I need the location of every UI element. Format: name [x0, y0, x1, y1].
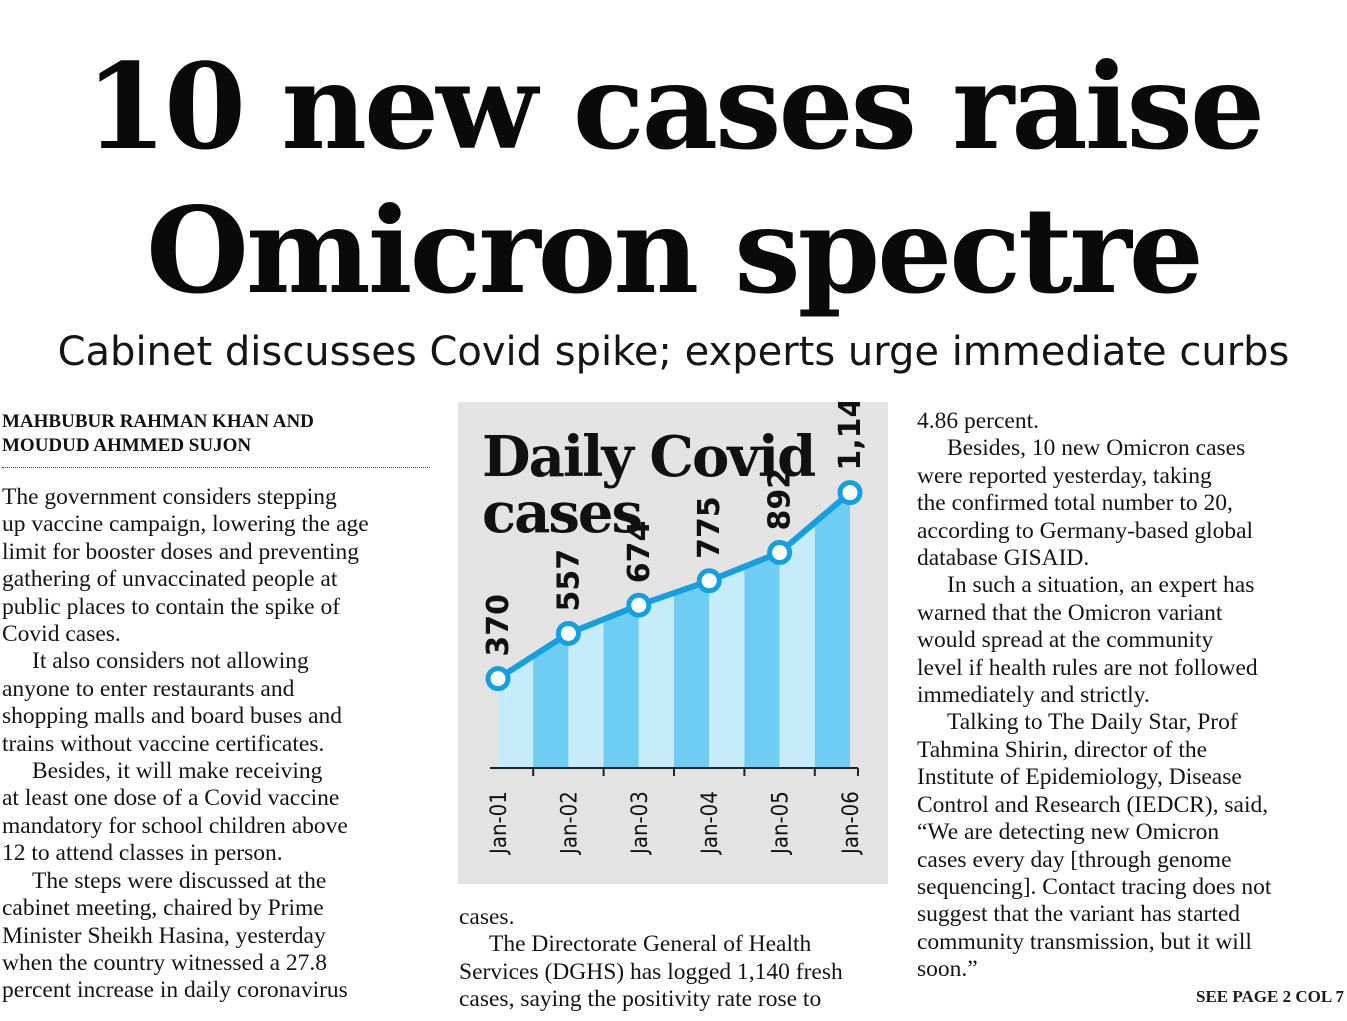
article-line: at least one dose of a Covid vaccine — [2, 785, 340, 812]
article-line: trains without vaccine certificates. — [2, 730, 325, 757]
article-line: “We are detecting new Omicron — [917, 819, 1220, 846]
headline-line-2: Omicron spectre — [146, 181, 1204, 320]
article-line: shopping malls and board buses and — [2, 703, 343, 730]
area-stripe — [744, 552, 780, 768]
article-line: mandatory for school children above — [2, 812, 348, 839]
data-label-Jan-05: 892 — [763, 468, 798, 531]
data-label-Jan-06: 1,140 — [833, 402, 868, 471]
article-line: the confirmed total number to 20, — [917, 490, 1233, 517]
data-point-Jan-02 — [555, 620, 581, 646]
area-stripe — [709, 566, 745, 768]
article-line: cases every day [through genome — [917, 846, 1232, 873]
article-line: according to Germany-based global — [917, 517, 1254, 544]
article-line: It also considers not allowing — [32, 648, 309, 675]
data-point-Jan-05 — [767, 540, 793, 566]
chart-title-line-1: Daily Covid — [482, 424, 815, 490]
chart-title-line-2: cases — [482, 480, 642, 546]
data-label-Jan-04: 775 — [692, 496, 727, 559]
article-line: cases, saying the positivity rate rose t… — [459, 986, 822, 1013]
chart-canvas: Daily Covid cases 370 557 674 775 892 1,140 Ja… — [481, 376, 868, 856]
article-line: suggest that the variant has started — [917, 901, 1241, 928]
data-label-Jan-01: 370 — [481, 594, 516, 657]
article-line: when the country witnessed a 27.8 — [2, 949, 328, 976]
article-line: Control and Research (IEDCR), said, — [917, 791, 1269, 818]
subheadline: Cabinet discusses Covid spike; experts u… — [57, 329, 1290, 375]
data-point-Jan-06 — [837, 480, 863, 506]
article-line: anyone to enter restaurants and — [2, 675, 295, 702]
byline: MAHBUBUR RAHMAN KHAN AND MOUDUD AHMMED S… — [2, 410, 432, 458]
article-column-1: The government considers stepping up vac… — [2, 484, 432, 1005]
article-line: Besides, 10 new Omicron cases — [947, 435, 1246, 462]
area-stripe — [603, 605, 639, 768]
article-line: Institute of Epidemiology, Disease — [917, 764, 1242, 791]
article-line: In such a situation, an expert has — [947, 572, 1255, 599]
area-stripe — [533, 633, 569, 768]
article-line: cabinet meeting, chaired by Prime — [2, 895, 324, 922]
article-line: 4.86 percent. — [917, 408, 1040, 434]
article-column-2: cases. The Directorate General of Health… — [459, 904, 889, 1014]
x-tick-label-Jan-01: Jan-01 — [487, 791, 512, 856]
byline-line-1: MAHBUBUR RAHMAN KHAN AND — [2, 411, 314, 432]
article-line: immediately and strictly. — [917, 682, 1150, 709]
data-label-Jan-03: 674 — [622, 521, 657, 584]
article-line: 12 to attend classes in person. — [2, 840, 283, 867]
article-line: cases. — [459, 904, 515, 930]
article-line: sequencing]. Contact tracing does not — [917, 873, 1272, 900]
article-line: warned that the Omicron variant — [917, 599, 1223, 626]
article-line: Talking to The Daily Star, Prof — [947, 709, 1238, 736]
data-point-Jan-04 — [696, 568, 722, 594]
area-stripe — [638, 593, 674, 768]
article-line: Besides, it will make receiving — [32, 758, 323, 785]
x-tick-label-Jan-04: Jan-04 — [698, 791, 723, 856]
article-line: level if health rules are not followed — [917, 654, 1258, 681]
byline-line-2: MOUDUD AHMMED SUJON — [2, 435, 252, 456]
area-stripe — [814, 492, 850, 768]
area-stripe — [674, 580, 710, 768]
article-line: community transmission, but it will — [917, 928, 1252, 955]
article-line: gathering of unvaccinated people at — [2, 566, 338, 593]
article-line: up vaccine campaign, lowering the age — [2, 511, 369, 538]
article-line: The government considers stepping — [2, 484, 337, 510]
article-line: percent increase in daily coronavirus — [2, 977, 348, 1004]
article-line: limit for booster doses and preventing — [2, 538, 359, 565]
series-line — [496, 490, 852, 682]
article-line: Services (DGHS) has logged 1,140 fresh — [459, 958, 843, 985]
article-line: Tahmina Shirin, director of the — [917, 736, 1208, 763]
article-line: were reported yesterday, taking — [917, 462, 1212, 489]
article-line: would spread at the community — [917, 627, 1214, 654]
x-tick-label-Jan-05: Jan-05 — [769, 791, 794, 856]
article-line: database GISAID. — [917, 545, 1090, 572]
data-point-Jan-03 — [626, 592, 652, 618]
x-tick-label-Jan-06: Jan-06 — [839, 791, 864, 856]
article-line: The Directorate General of Health — [489, 931, 812, 958]
daily-covid-chart: Daily Covid cases 370 557 674 775 892 1,140 Ja… — [458, 376, 888, 884]
byline-divider — [2, 467, 430, 468]
x-tick-label-Jan-03: Jan-03 — [628, 791, 653, 856]
article-column-3: 4.86 percent. Besides, 10 new Omicron ca… — [917, 408, 1347, 984]
headline-line-1: 10 new cases raise — [84, 37, 1265, 176]
article-line: The steps were discussed at the — [32, 867, 327, 894]
article-line: Covid cases. — [2, 621, 121, 648]
area-stripe — [779, 522, 815, 768]
article-line: public places to contain the spike of — [2, 593, 341, 620]
x-tick-label-Jan-02: Jan-02 — [557, 791, 582, 856]
see-page-reference: SEE PAGE 2 COL 7 — [1196, 987, 1344, 1006]
data-point-Jan-01 — [485, 666, 511, 692]
area-stripe — [568, 619, 604, 768]
article-line: Minister Sheikh Hasina, yesterday — [2, 922, 326, 949]
article-line: soon.” — [917, 956, 978, 983]
data-label-Jan-02: 557 — [551, 549, 586, 612]
